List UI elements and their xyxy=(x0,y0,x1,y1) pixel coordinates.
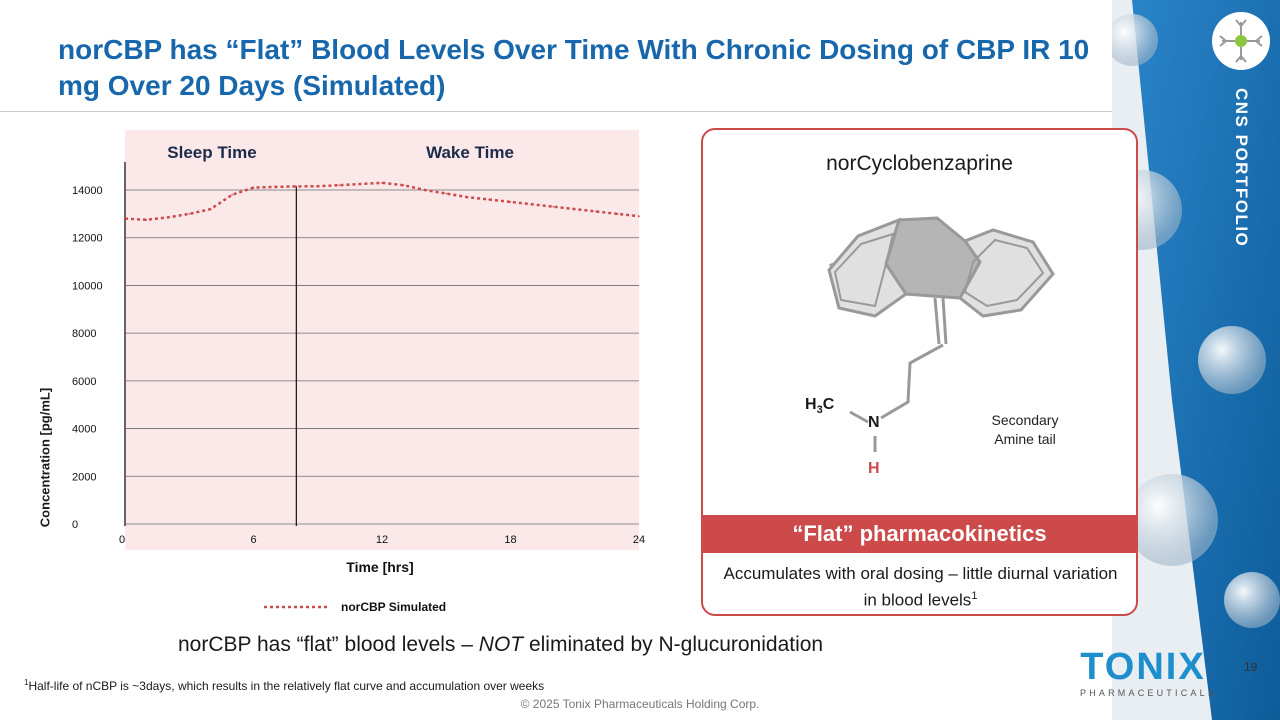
data-point xyxy=(616,213,619,215)
methyl-group-label: H3C xyxy=(805,396,834,416)
data-point xyxy=(381,182,383,184)
chart-canvas: 0 2000 4000 6000 8000 10000 12000 14000 0 6 12 18 24… xyxy=(72,130,645,614)
flat-pk-banner: “Flat” pharmacokinetics xyxy=(703,515,1136,553)
data-point xyxy=(338,184,340,187)
takeaway-text-end: eliminated by N-glucuronidation xyxy=(523,633,824,656)
x-tick-label: 6 xyxy=(250,534,256,546)
data-point xyxy=(209,208,212,210)
cns-portfolio-label: CNS PORTFOLIO xyxy=(1232,88,1251,248)
molecule-name: norCyclobenzaprine xyxy=(826,152,1013,175)
secondary-amine-note: Secondary Amine tail xyxy=(965,411,1085,449)
pk-description: Accumulates with oral dosing – little di… xyxy=(723,563,1118,612)
data-point xyxy=(552,205,555,208)
data-point xyxy=(573,208,576,210)
data-point xyxy=(509,201,512,203)
data-point xyxy=(188,213,191,215)
molecule-card: norCyclobenzaprine H3C N H Secondary Ami… xyxy=(701,128,1138,616)
page-number: 19 xyxy=(1244,660,1258,674)
data-point xyxy=(445,192,448,195)
data-point xyxy=(402,184,405,187)
footnote-marker: 1 xyxy=(24,678,29,687)
data-point xyxy=(295,185,298,188)
chart-y-axis-label: Concentration [pg/mL] xyxy=(37,387,53,528)
data-point xyxy=(359,183,362,185)
side-decoration-panel xyxy=(1112,0,1280,720)
pk-footnote-ref: 1 xyxy=(971,590,978,602)
y-tick-label: 0 xyxy=(72,519,78,531)
y-tick-label: 14000 xyxy=(72,185,103,197)
title-divider xyxy=(0,111,1112,112)
data-point xyxy=(316,185,319,187)
note-line-2: Amine tail xyxy=(994,431,1056,447)
data-point xyxy=(424,189,426,191)
copyright: © 2025 Tonix Pharmaceuticals Holding Cor… xyxy=(520,697,760,711)
molecular-background-image xyxy=(1112,0,1280,720)
data-point xyxy=(145,219,148,221)
nitrogen-atom-label: N xyxy=(868,414,880,431)
data-point xyxy=(595,210,597,213)
x-tick-label: 18 xyxy=(504,534,516,546)
data-point xyxy=(124,217,126,220)
data-point xyxy=(488,198,490,201)
key-takeaway: norCBP has “flat” blood levels – NOT eli… xyxy=(178,633,823,657)
footnote: 1Half-life of nCBP is ~3days, which resu… xyxy=(24,678,544,693)
molecule-structure-diagram xyxy=(827,216,1055,452)
x-tick-label: 24 xyxy=(633,534,645,546)
tonix-logo-subtitle: PHARMACEUTICALS xyxy=(1080,688,1218,698)
y-tick-label: 10000 xyxy=(72,280,103,292)
y-tick-label: 6000 xyxy=(72,376,96,388)
takeaway-text-start: norCBP has “flat” blood levels – xyxy=(178,633,479,656)
tonix-logo: TONIX PHARMACEUTICALS xyxy=(1080,646,1218,698)
x-tick-label: 0 xyxy=(119,534,125,546)
data-point xyxy=(274,186,276,188)
hydrogen-atom-label: H xyxy=(868,460,880,477)
note-line-1: Secondary xyxy=(991,412,1059,428)
slide-title: norCBP has “Flat” Blood Levels Over Time… xyxy=(58,34,1090,101)
data-point xyxy=(638,215,640,218)
methyl-group-text: H3C xyxy=(805,396,835,417)
plot-background xyxy=(125,130,639,550)
sleep-time-label: Sleep Time xyxy=(167,143,256,162)
tonix-logo-word: TONIX xyxy=(1080,646,1206,688)
y-tick-label: 8000 xyxy=(72,328,96,340)
wake-time-label: Wake Time xyxy=(426,143,514,162)
x-tick-label: 12 xyxy=(376,534,388,546)
y-tick-label: 4000 xyxy=(72,424,96,436)
data-point xyxy=(167,216,169,219)
chart-x-axis-label: Time [hrs] xyxy=(346,559,413,575)
footnote-text: Half-life of nCBP is ~3days, which resul… xyxy=(28,679,545,693)
data-point xyxy=(531,203,533,206)
pk-description-text: Accumulates with oral dosing – little di… xyxy=(723,564,1118,610)
data-point xyxy=(231,193,233,196)
y-tick-label: 12000 xyxy=(72,233,103,245)
data-point xyxy=(252,186,255,189)
legend-label: norCBP Simulated xyxy=(341,600,446,614)
y-tick-label: 2000 xyxy=(72,471,96,483)
neuron-logo-icon xyxy=(1212,12,1270,70)
concentration-chart: 0 2000 4000 6000 8000 10000 12000 14000 0 6 12 18 24… xyxy=(0,120,680,630)
takeaway-emphasis: NOT xyxy=(478,633,524,656)
data-point xyxy=(466,196,469,198)
